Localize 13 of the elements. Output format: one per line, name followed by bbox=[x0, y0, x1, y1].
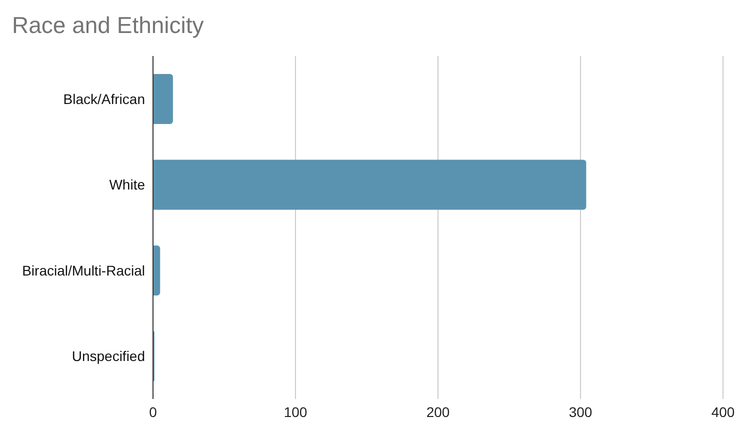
x-tick-label: 400 bbox=[711, 404, 735, 420]
bar bbox=[153, 160, 586, 210]
x-tick-label: 200 bbox=[426, 404, 450, 420]
x-tick-label: 0 bbox=[149, 404, 158, 420]
y-tick-label: Unspecified bbox=[72, 348, 145, 364]
bar bbox=[153, 246, 160, 296]
y-tick-label: Black/African bbox=[63, 90, 145, 107]
y-tick-label: White bbox=[109, 176, 146, 193]
chart-title: Race and Ethnicity bbox=[12, 12, 204, 39]
y-tick-label: Biracial/Multi-Racial bbox=[22, 262, 145, 278]
x-tick-label: 100 bbox=[284, 404, 308, 420]
x-tick-label: 300 bbox=[568, 404, 592, 420]
bar bbox=[153, 74, 173, 124]
